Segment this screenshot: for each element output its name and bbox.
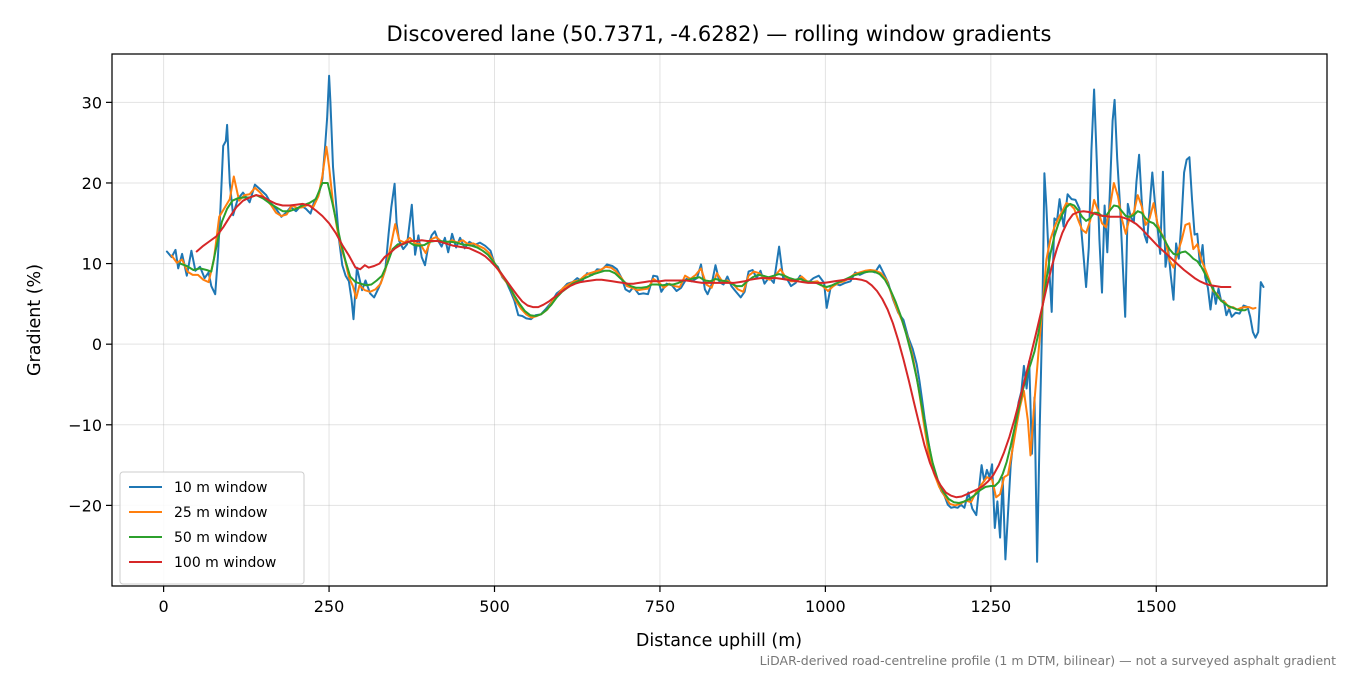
x-tick-label: 1000 (805, 597, 846, 616)
axis-ticks: 0 250 500 750 1000 1250 1500 −20 −10 0 10 20 30 (68, 93, 1176, 616)
plot-frame (111, 53, 1328, 587)
series-line-4 (195, 194, 1232, 499)
legend-label: 100 m window (174, 555, 276, 571)
x-axis-label: Distance uphill (m) (636, 631, 802, 651)
y-tick-label: 0 (92, 335, 102, 354)
x-tick-label: 1250 (970, 597, 1011, 616)
y-axis-label: Gradient (%) (25, 264, 45, 376)
series-line-3 (179, 182, 1248, 504)
x-tick-label: 250 (314, 597, 345, 616)
chart-title: Discovered lane (50.7371, -4.6282) — rol… (387, 22, 1052, 46)
legend-box (119, 471, 305, 585)
y-tick-label: −10 (68, 416, 102, 435)
series-line-1 (165, 74, 1265, 563)
legend-label: 10 m window (174, 480, 267, 496)
y-tick-label: 20 (82, 174, 102, 193)
grid (112, 54, 1327, 586)
series-lines (165, 74, 1265, 563)
x-tick-label: 750 (645, 597, 676, 616)
x-tick-label: 1500 (1136, 597, 1177, 616)
series-line-2 (170, 145, 1257, 507)
x-tick-label: 500 (479, 597, 510, 616)
x-tick-label: 0 (159, 597, 169, 616)
y-tick-label: −20 (68, 496, 102, 515)
legend-label: 50 m window (174, 530, 267, 546)
legend: 10 m window 25 m window 50 m window 100 m w… (119, 471, 305, 585)
y-tick-label: 30 (82, 93, 102, 112)
footnote: LiDAR-derived road-centreline profile (1… (760, 653, 1336, 668)
y-tick-label: 10 (82, 255, 102, 274)
legend-label: 25 m window (174, 505, 267, 521)
